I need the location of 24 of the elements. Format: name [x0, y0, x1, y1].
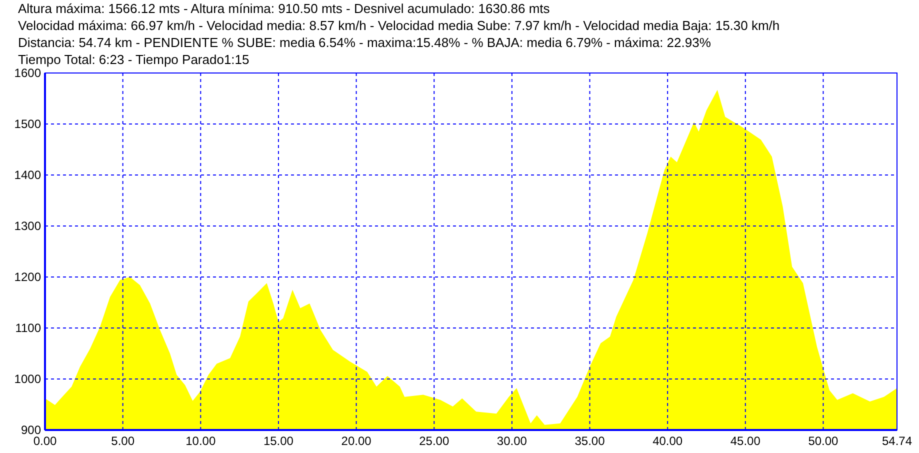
x-tick-label: 25.00: [419, 434, 450, 448]
chart-title: Altura máxima: 1566.12 mts - Altura mínima: 910.50 mts - Desnivel acumulado: 1630.86 mts: [18, 1, 550, 16]
y-tick-label: 1500: [14, 117, 42, 131]
y-tick-label: 1100: [15, 321, 42, 335]
text: Distancia: 54.74 km - PENDIENTE % SUBE: media 6.54% - maxima:15.48% - % BAJA: media 6.79% - máxima: 22.93%: [18, 35, 712, 50]
x-tick-label: 5.00: [111, 434, 135, 448]
y-tick-label: 1300: [14, 219, 42, 233]
x-tick-label: 10.00: [186, 434, 216, 448]
y-tick-label: 1400: [14, 168, 42, 182]
x-tick-label: 0.00: [33, 434, 57, 448]
x-tick-label: 40.00: [652, 434, 683, 448]
text: Tiempo Total: 6:23 - Tiempo Parado1:15: [18, 52, 250, 67]
x-tick-label: 15.00: [263, 434, 294, 448]
x-tick-label: 35.00: [574, 434, 606, 448]
x-tick-label: 50.00: [808, 434, 839, 448]
x-tick-label: 20.00: [341, 434, 372, 448]
chart-subtitle: Velocidad máxima: 66.97 km/h - Velocidad media: 8.57 km/h - Velocidad media Sube: 7.97 km/h - Velocidad media Baja: 15.30 km/h: [18, 18, 780, 33]
y-tick-label: 1600: [14, 66, 42, 80]
y-tick-label: 900: [20, 423, 42, 437]
x-tick-label: 45.00: [730, 434, 761, 448]
y-tick-label: 1000: [14, 372, 42, 386]
y-tick-label: 1200: [14, 270, 42, 284]
x-tick-label: 54.74: [882, 434, 912, 448]
x-tick-label: 30.00: [496, 434, 528, 448]
